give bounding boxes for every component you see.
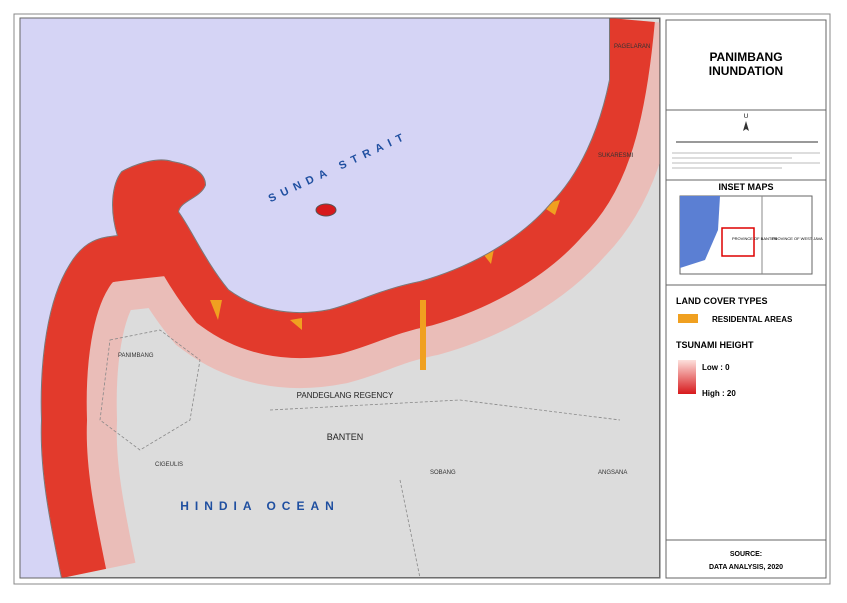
island — [315, 203, 337, 217]
boundaries — [99, 329, 621, 578]
inset-label: PROVINCE OF BANTEN — [732, 236, 777, 241]
outer-frame — [13, 13, 831, 585]
place-label: CIGEULIS — [155, 462, 183, 468]
place-label: SOBANG — [430, 470, 456, 476]
inset-extent — [721, 227, 755, 257]
panel-border — [665, 19, 827, 579]
source-heading: SOURCE: — [730, 551, 762, 558]
place-label: PANDEGLANG REGENCY — [297, 391, 394, 400]
place-label: BANTEN — [327, 432, 364, 442]
side-panel: PANIMBANG INUNDATION U INSET MAPS PROVIN… — [665, 19, 827, 579]
place-label: PANIMBANG — [118, 353, 154, 359]
map-title: PANIMBANG INUNDATION — [708, 50, 784, 78]
legend-ramp — [678, 360, 696, 394]
inset-label: PROVINCE OF WEST JAVA — [772, 236, 823, 241]
sea-label: HINDIA OCEAN — [180, 499, 340, 513]
title-box: PANIMBANG INUNDATION — [708, 50, 784, 78]
legend-label: High : 20 — [702, 389, 736, 398]
map-frame: SUNDA STRAIT HINDIA OCEAN PANIMBANG PAND… — [20, 18, 660, 578]
legend-label: Low : 0 — [702, 363, 730, 372]
legend-swatch — [678, 314, 698, 323]
projection-info — [672, 152, 820, 169]
map-border — [19, 17, 661, 579]
place-label: SUKARESMI — [598, 153, 634, 159]
legend-heading: TSUNAMI HEIGHT — [676, 340, 754, 350]
inset-title: INSET MAPS — [718, 182, 773, 192]
north-arrow: U — [744, 114, 748, 120]
place-label: PAGELARAN — [614, 44, 650, 50]
legend-heading: LAND COVER TYPES — [676, 296, 768, 306]
inset-sea — [680, 196, 720, 268]
north-arrow-icon — [743, 121, 749, 131]
place-label: ANGSANA — [598, 470, 627, 476]
source-text: DATA ANALYSIS, 2020 — [709, 564, 783, 571]
legend-label: RESIDENTAL AREAS — [712, 315, 793, 324]
